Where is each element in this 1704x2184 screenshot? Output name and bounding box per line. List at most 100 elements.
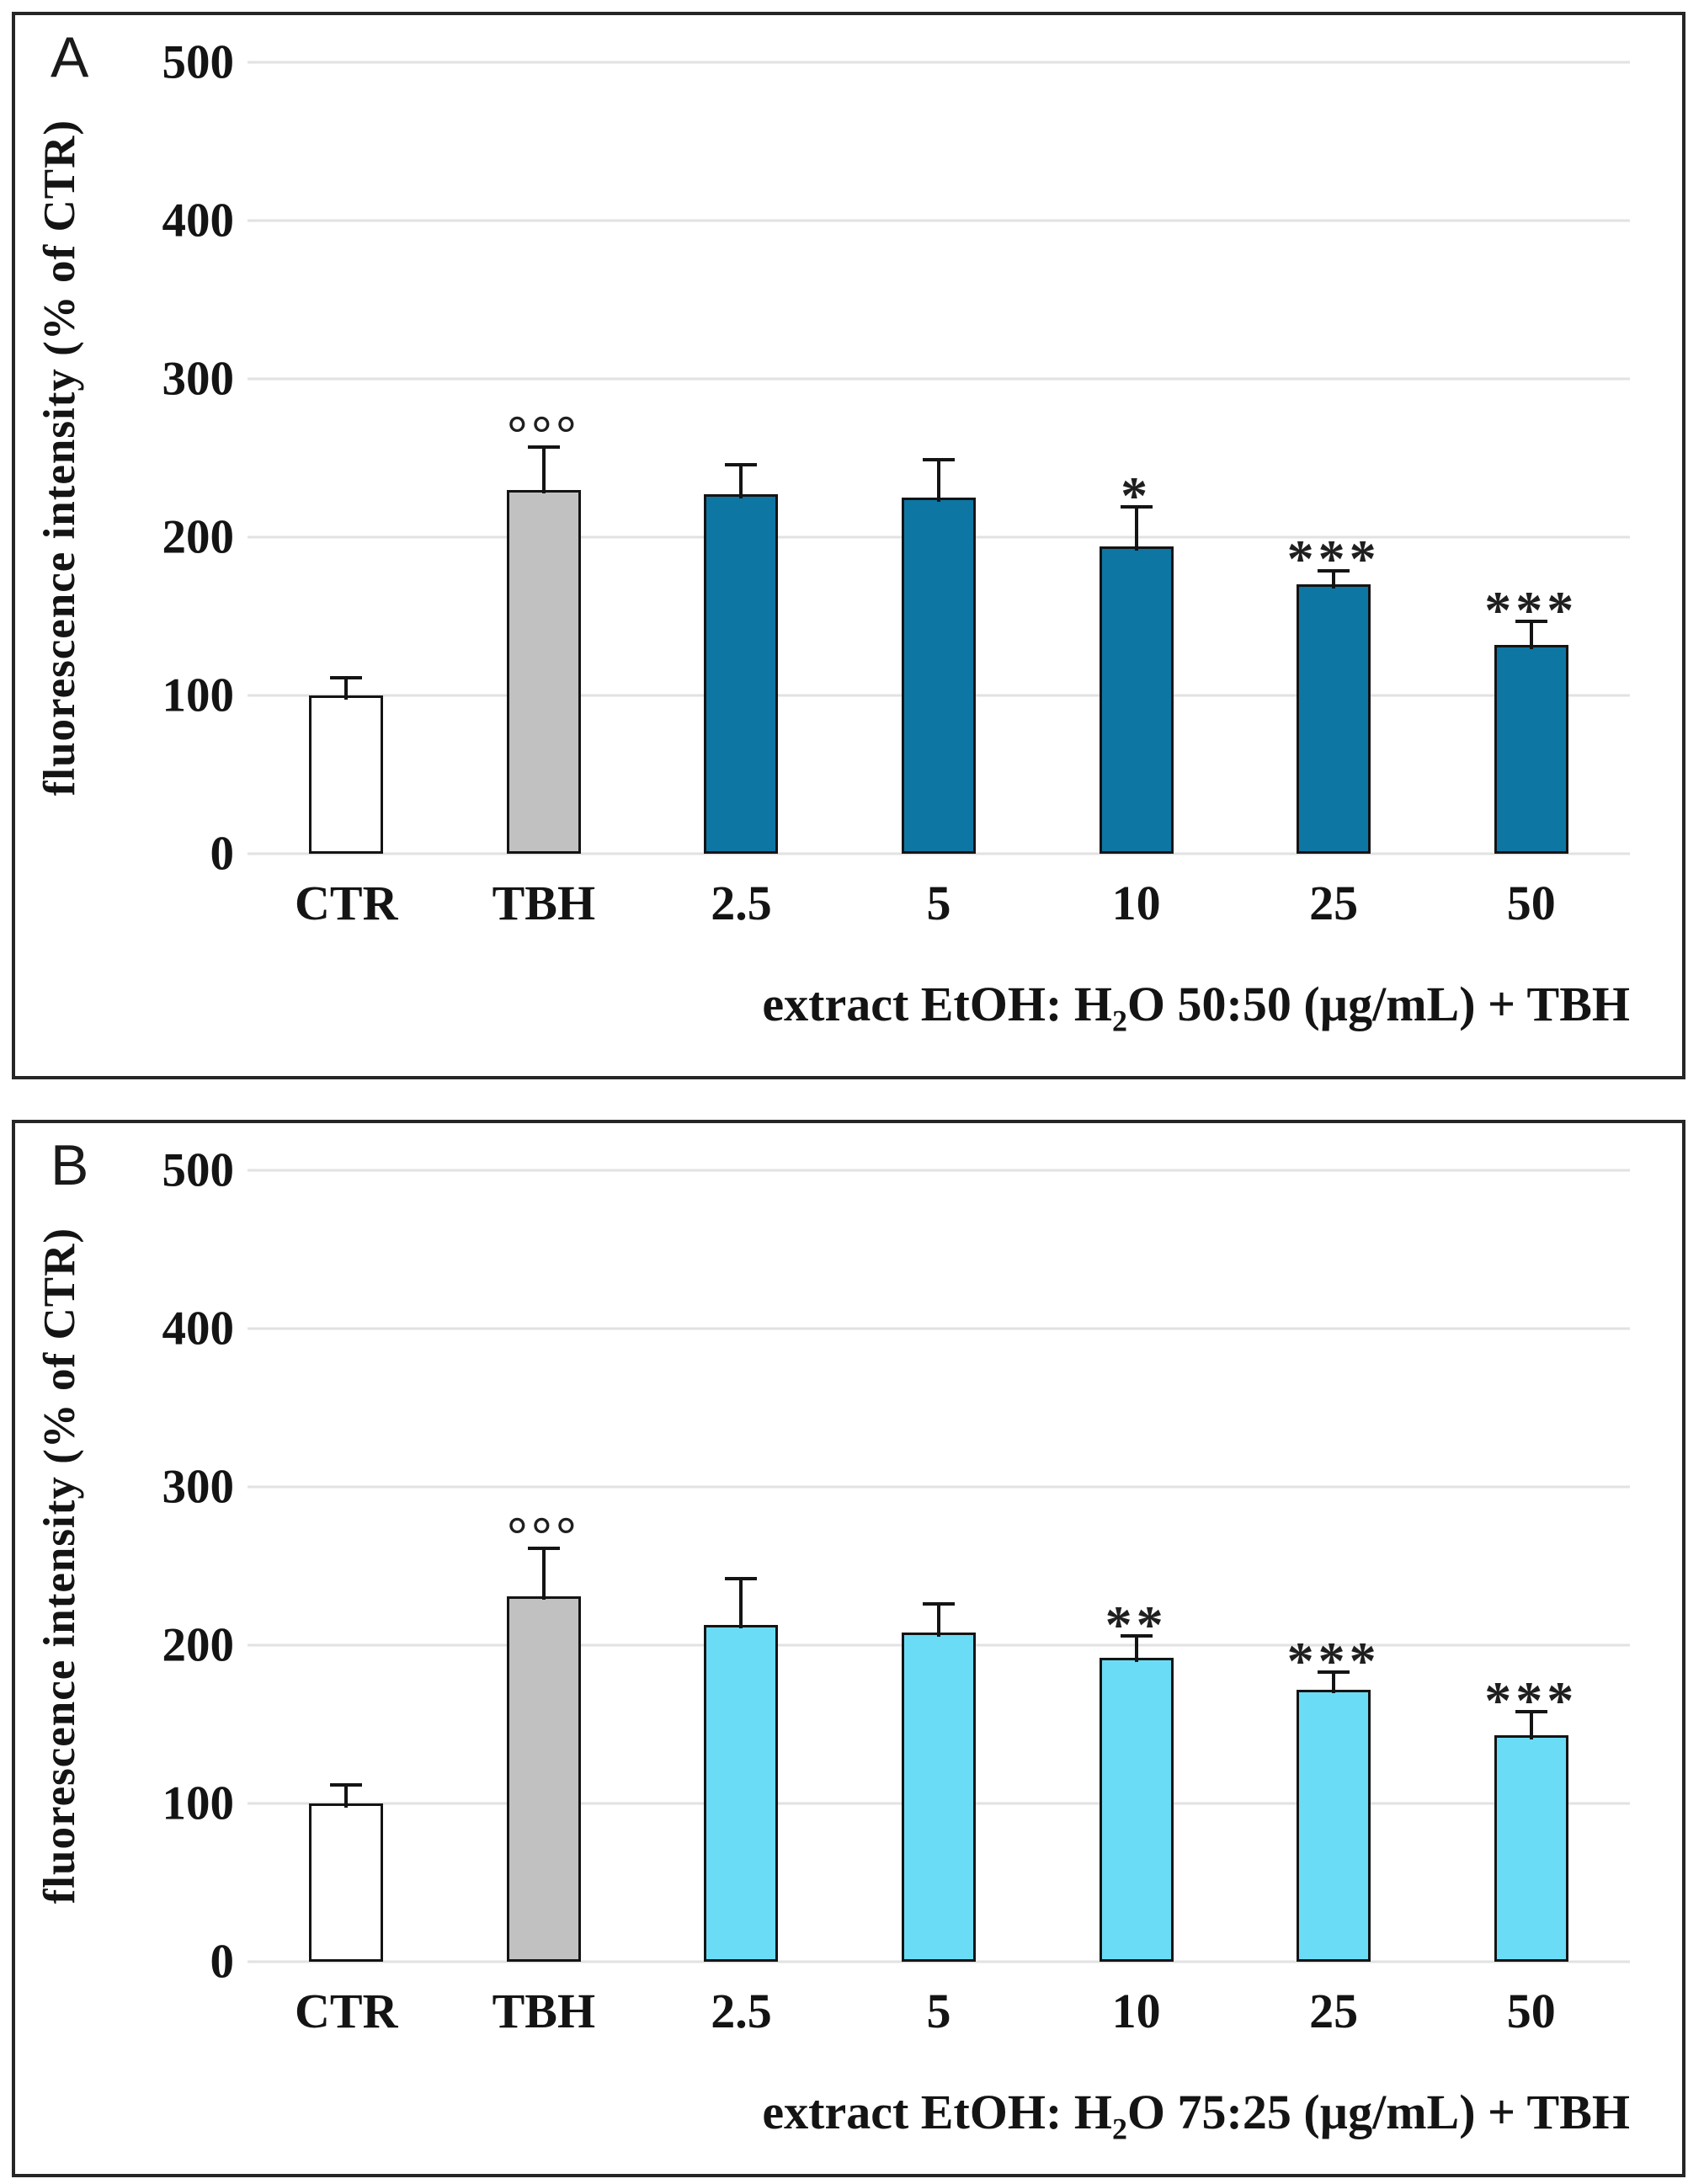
x-tick-label-5: 5 [926,1984,951,2038]
y-tick-label: 400 [162,1302,235,1356]
x-tick-label-TBH: TBH [492,876,596,930]
x-tick-label-CTR: CTR [295,876,398,930]
error-bar [739,1577,743,1629]
x-tick-label-25: 25 [1309,1984,1359,2038]
bar-10 [1099,546,1174,854]
y-tick-label: 500 [162,35,235,89]
error-bar [739,462,743,498]
bar-25 [1297,1689,1371,1962]
x-tick-label-50: 50 [1506,876,1556,930]
bar-50 [1494,644,1568,854]
bar-group-25: *** [1235,62,1433,854]
bar-group-2.5 [642,1170,840,1962]
error-bar [1332,1670,1336,1694]
error-bar [1529,619,1533,649]
error-bar-cap [527,1547,560,1551]
panel-a-y-axis-title: fluorescence intensity (% of CTR) [35,120,84,796]
significance-stars: *** [1286,1630,1381,1691]
panel-b: B fluorescence intensity (% of CTR) 500 4… [12,1120,1685,2177]
bar-50 [1494,1735,1568,1962]
bar-25 [1297,584,1371,854]
bar-group-10: ** [1037,1170,1235,1962]
gridline-500 [248,1169,1630,1172]
bar-group-TBH: °°° [445,1170,643,1962]
bar-2.5 [704,494,779,854]
bar-group-10: * [1037,62,1235,854]
bar-group-50: *** [1432,1170,1630,1962]
error-bar [541,445,546,494]
panel-a: A fluorescence intensity (% of CTR) 500 4… [12,12,1685,1079]
y-tick-label: 100 [162,669,235,722]
panel-a-x-tick-labels: CTR TBH 2.5 5 10 25 50 [248,879,1630,928]
error-bar [541,1547,546,1601]
y-tick-label: 100 [162,1776,235,1830]
bars-container: °°° * *** *** [248,62,1630,854]
error-bar-cap [923,458,956,461]
error-bar [937,1602,941,1637]
y-tick-label: 200 [162,510,235,564]
x-tick-label-10: 10 [1111,876,1161,930]
panel-b-chart-area: fluorescence intensity (% of CTR) 500 400… [15,1123,1682,1986]
y-tick-label: 500 [162,1143,235,1197]
error-bar [1529,1710,1533,1739]
panel-b-plot-area: °°° ** *** *** [248,1169,1630,1963]
bar-2.5 [704,1624,779,1962]
significance-stars: *** [1484,579,1579,640]
error-bar [1332,568,1336,589]
bar-5 [902,498,977,854]
gridline-0 [248,852,1630,855]
significance-circles: °°° [507,405,581,461]
error-bar-cap [1120,1633,1153,1638]
error-bar [344,676,349,700]
x-tick-label-TBH: TBH [492,1984,596,2038]
bar-group-TBH: °°° [445,62,643,854]
panel-b-x-tick-labels: CTR TBH 2.5 5 10 25 50 [248,1987,1630,2036]
bar-group-5 [840,1170,1038,1962]
gridline-400 [248,219,1630,222]
y-tick-label: 300 [162,1460,235,1514]
bar-group-25: *** [1235,1170,1433,1962]
gridline-400 [248,1327,1630,1330]
panel-b-y-axis-title: fluorescence intensity (% of CTR) [35,1228,84,1904]
error-bar-cap [1318,568,1350,573]
panel-b-x-axis-title: extract EtOH: H2O 75:25 (µg/mL) + TBH [762,2085,1630,2146]
y-tick-label: 0 [210,1935,235,1989]
significance-stars: * [1121,466,1153,526]
significance-stars: *** [1484,1670,1579,1730]
panel-b-letter: B [51,1133,89,1197]
panel-a-y-tick-labels: 500 400 300 200 100 0 [104,39,248,878]
error-bar [1134,505,1138,551]
gridline-0 [248,1960,1630,1963]
error-bar-cap [725,462,758,466]
bar-CTR [309,1803,384,1962]
x-tick-label-CTR: CTR [295,1984,398,2038]
panel-a-letter: A [51,25,89,89]
bars-container: °°° ** *** *** [248,1170,1630,1962]
error-bar-cap [1318,1670,1350,1675]
gridline-300 [248,1485,1630,1489]
error-bar-cap [725,1577,758,1581]
error-bar-cap [1515,1710,1547,1714]
panel-a-plot-area: °°° * *** *** [248,61,1630,855]
y-tick-label: 0 [210,827,235,881]
significance-circles: °°° [507,1507,581,1563]
bar-group-50: *** [1432,62,1630,854]
y-tick-label: 400 [162,194,235,248]
bar-group-CTR [248,62,445,854]
x-tick-label-5: 5 [926,876,951,930]
panel-b-y-tick-labels: 500 400 300 200 100 0 [104,1147,248,1986]
bar-CTR [309,695,384,854]
panel-a-x-axis-title: extract EtOH: H2O 50:50 (µg/mL) + TBH [762,977,1630,1038]
bar-TBH [506,1595,581,1962]
bar-TBH [506,489,581,854]
bar-group-CTR [248,1170,445,1962]
gridline-300 [248,377,1630,381]
error-bar-cap [527,445,560,449]
error-bar-cap [1120,505,1153,509]
error-bar-cap [1515,619,1547,623]
bar-5 [902,1632,977,1962]
bar-group-5 [840,62,1038,854]
bar-group-2.5 [642,62,840,854]
error-bar [1134,1633,1138,1662]
x-tick-label-25: 25 [1309,876,1359,930]
